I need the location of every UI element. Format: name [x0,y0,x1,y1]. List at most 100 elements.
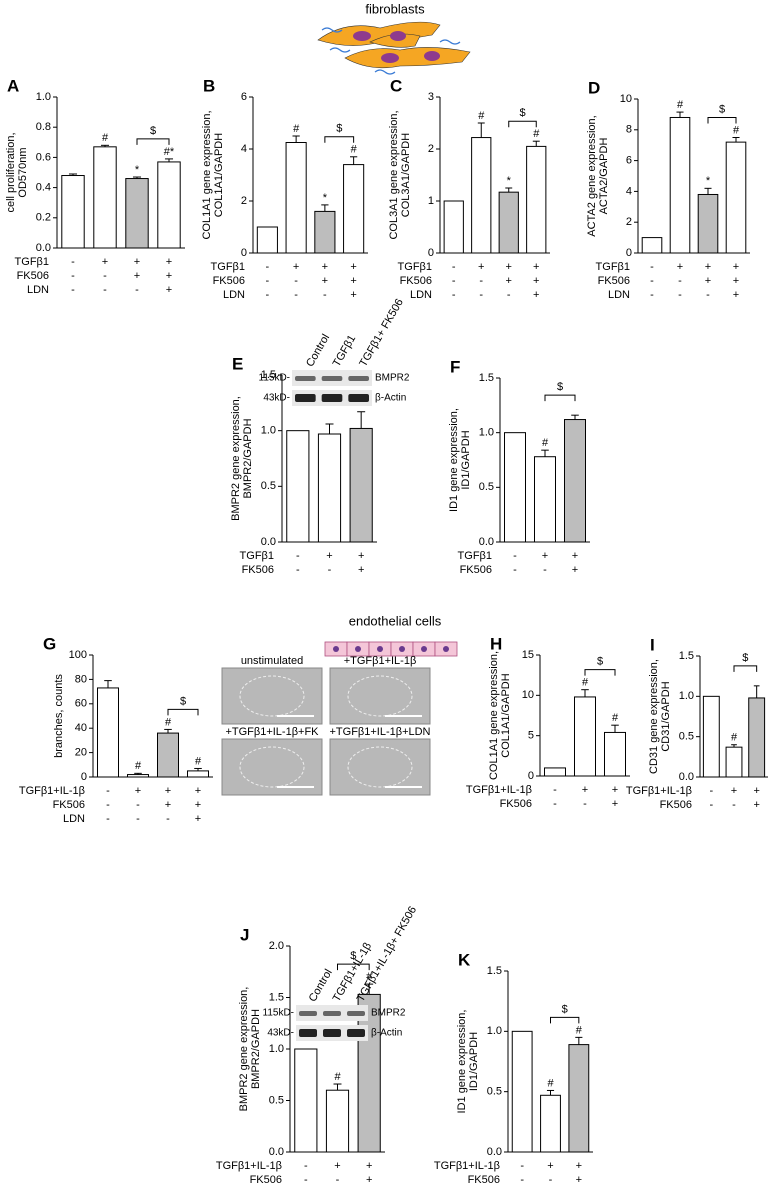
y-tick-label: 0.0 [36,242,51,254]
band-name: β-Actin [371,1028,402,1039]
bar [702,695,720,778]
treatment-mark: - [266,275,270,287]
treatment-mark: - [266,289,270,301]
treatment-mark: + [165,785,171,797]
error-bar [194,767,202,771]
treatment-mark: - [650,275,654,287]
y-axis-label: branches, counts [53,674,65,758]
bar [97,687,119,778]
significance-label: # [102,132,109,144]
treatment-mark: + [733,275,739,287]
treatment-mark: + [293,261,299,273]
treatment-mark: - [732,799,736,811]
y-tick-label: 2 [241,195,247,207]
treatment-mark: - [650,261,654,273]
treatment-mark: + [334,1160,340,1172]
bar [157,161,181,249]
y-axis-label: BMPR2 gene expression, [230,396,242,521]
panel-letter: I [650,635,655,654]
blot-band [323,1029,341,1037]
lane-label: Control [304,332,332,369]
error-bar [321,204,329,212]
treatment-mark: - [103,284,107,296]
panel-letter: J [240,925,249,944]
bracket-label: $ [150,125,156,137]
treatment-label: FK506 [53,799,85,811]
bar [93,146,117,249]
y-tick-label: 0.2 [36,212,51,224]
y-tick-label: 0 [528,770,534,782]
treatment-mark: + [165,799,171,811]
error-bar [104,680,112,688]
significance-label: # [478,110,485,122]
bar [748,697,766,778]
error-bar [704,187,712,195]
y-tick-label: 0.0 [479,536,494,548]
bar [526,145,547,254]
significance-bracket [508,120,537,128]
treatment-mark: - [304,1174,308,1186]
treatment-mark: - [479,289,483,301]
bar [343,164,365,254]
error-bar [581,689,589,697]
bar [498,191,519,254]
panel-letter: D [588,78,600,97]
treatment-mark: + [135,785,141,797]
error-bar [134,772,142,775]
y-tick-label: 1.0 [269,1043,284,1055]
panel-letter: E [232,354,243,373]
y-tick-label: 0.4 [36,182,51,194]
treatment-mark: - [549,1174,553,1186]
error-bar [571,414,579,420]
significance-label: # [195,755,202,767]
error-bar [611,724,619,733]
treatment-label: FK506 [242,564,274,576]
bracket-label: $ [519,107,525,119]
y-tick-label: 1.5 [679,650,694,662]
y-tick-label: 1.5 [487,965,502,977]
treatment-mark: - [513,550,517,562]
treatment-mark: - [709,799,713,811]
y-tick-label: 0.5 [269,1094,284,1106]
y-tick-label: 1.5 [261,369,276,381]
bar [641,237,663,254]
significance-label: # [351,144,358,156]
error-bar [365,983,374,995]
treatment-label: FK506 [500,798,532,810]
bracket-label: $ [562,1003,568,1015]
significance-label: * [135,164,140,176]
treatment-mark: + [134,270,140,282]
micrograph-texture [347,746,413,788]
band-size: 115kD- [263,1008,295,1019]
treatment-mark: - [452,261,456,273]
treatment-mark: - [678,275,682,287]
treatment-mark: + [705,275,711,287]
treatment-mark: - [479,275,483,287]
treatment-label: TGFβ1 [398,261,432,273]
micrograph [221,738,323,796]
blot-band [321,394,343,402]
bracket-label: $ [597,656,603,668]
y-tick-label: 4 [241,143,247,155]
y-tick-label: 0.5 [487,1086,502,1098]
treatment-label: LDN [27,284,49,296]
treatment-mark: + [166,256,172,268]
error-bar [333,1083,342,1091]
treatment-mark: - [304,1160,308,1172]
y-tick-label: 3 [428,91,434,103]
y-tick-label: 2 [428,143,434,155]
y-tick-label: 10 [620,93,632,105]
significance-label: # [733,124,740,136]
bar [540,1094,561,1153]
y-axis-label: ID1/GAPDH [460,430,472,489]
error-bar [732,137,740,143]
treatment-mark: + [350,275,356,287]
treatment-mark: - [294,289,298,301]
bar [61,175,85,249]
treatment-mark: + [612,784,618,796]
treatment-label: FK506 [400,275,432,287]
error-bar [357,411,366,429]
significance-bracket [550,1016,580,1024]
